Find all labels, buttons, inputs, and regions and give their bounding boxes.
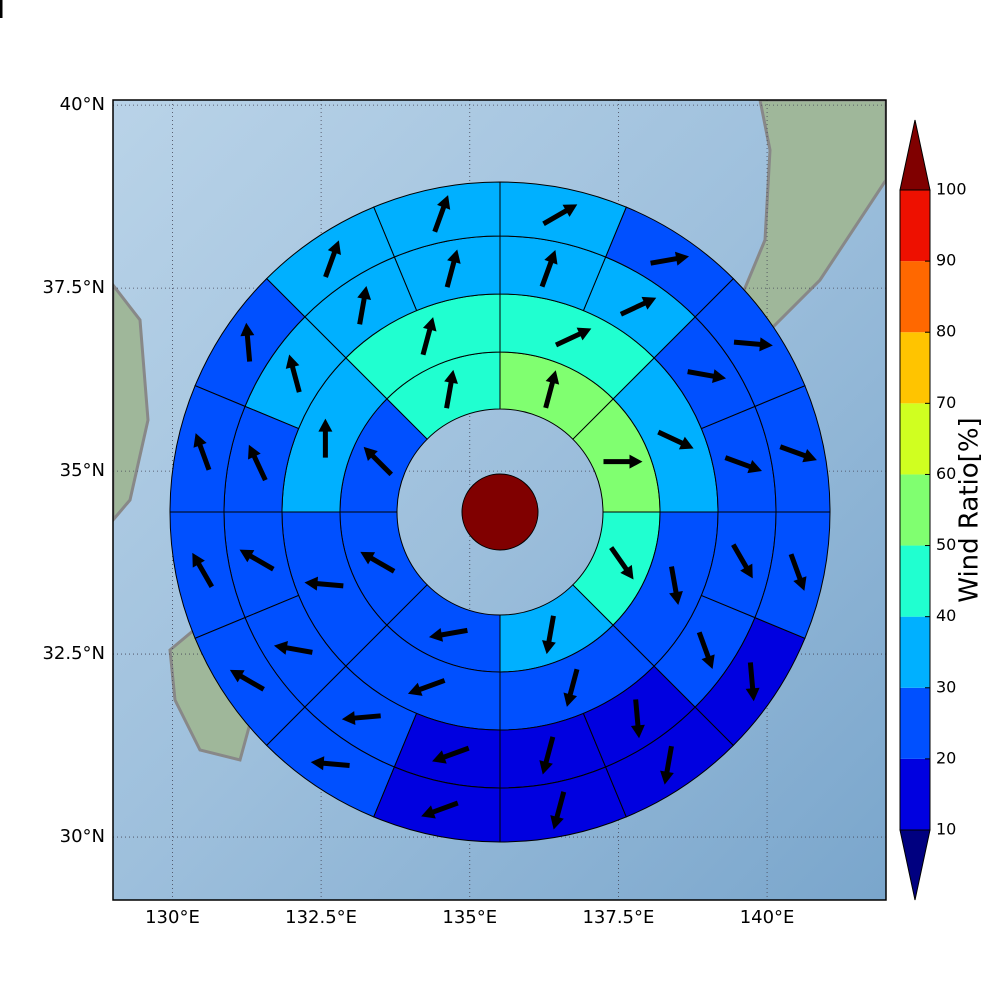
- y-tick-label: 35°N: [60, 460, 105, 481]
- wind-arrow: [563, 668, 580, 707]
- wind-arrow: [192, 552, 214, 588]
- wind-arrow: [619, 296, 657, 317]
- colorbar-tick-label: 70: [936, 393, 956, 412]
- wind-arrow: [733, 337, 773, 352]
- land: [113, 282, 150, 523]
- colorbar-bin: [900, 332, 930, 404]
- plot: [0, 0, 886, 900]
- wind-arrow: [285, 354, 302, 393]
- wind-arrow: [229, 669, 265, 692]
- wind-arrow: [432, 195, 451, 233]
- wind-arrow: [603, 454, 643, 469]
- wind-arrow: [363, 446, 394, 477]
- wind-arrow: [310, 756, 350, 771]
- wind-arrow: [239, 549, 275, 572]
- colorbar-bin: [900, 261, 930, 333]
- wind-arrow: [660, 745, 674, 785]
- wind-arrow: [420, 317, 437, 356]
- ratio-cell: [754, 511, 831, 639]
- wind-arrow: [0, 0, 3, 18]
- wind-arrow: [724, 455, 762, 474]
- wind-arrow: [428, 627, 468, 642]
- y-tick-label: 32.5°N: [42, 643, 105, 664]
- wind-arrow: [407, 678, 446, 696]
- wind-arrow: [304, 576, 344, 591]
- colorbar-frame: [899, 189, 931, 831]
- colorbar-tick-label: 90: [936, 251, 956, 270]
- colorbar-under: [899, 829, 931, 901]
- wind-arrow: [193, 433, 212, 471]
- colorbar-bin: [900, 687, 930, 759]
- wind-arrow: [609, 546, 634, 580]
- wind-arrow: [779, 444, 817, 463]
- y-tick-label: 30°N: [60, 826, 105, 847]
- colorbar-tick-label: 100: [936, 180, 967, 199]
- wind-arrow: [318, 418, 333, 458]
- wind-arrow: [543, 370, 560, 409]
- colorbar-over: [899, 119, 931, 191]
- wind-arrow: [696, 631, 715, 669]
- wind-arrow: [539, 736, 556, 775]
- wind-arrow: [421, 800, 459, 819]
- colorbar-bin: [900, 474, 930, 546]
- wind-arrow: [542, 615, 556, 655]
- wind-arrow: [731, 543, 753, 579]
- y-tick-label: 37.5°N: [42, 277, 105, 298]
- wind-arrow: [542, 204, 578, 226]
- x-tick-label: 135°E: [442, 907, 497, 928]
- x-tick-label: 130°E: [145, 907, 200, 928]
- wind-arrow: [687, 369, 727, 384]
- x-tick-label: 132.5°E: [285, 907, 357, 928]
- colorbar-bin: [900, 403, 930, 475]
- x-tick-label: 140°E: [740, 907, 795, 928]
- x-tick-label: 137.5°E: [582, 907, 654, 928]
- wind-arrow: [657, 429, 694, 450]
- colorbar-tick-label: 20: [936, 748, 956, 767]
- wind-arrow: [357, 285, 372, 325]
- axes-frame: [112, 99, 887, 901]
- wind-arrow: [444, 249, 461, 288]
- wind-arrow: [554, 327, 592, 348]
- colorbar-bin: [900, 616, 930, 688]
- colorbar-bin: [900, 190, 930, 262]
- colorbar-bin: [900, 545, 930, 617]
- wind-arrow: [788, 553, 807, 591]
- wind-arrow: [273, 640, 313, 655]
- colorbar-bin: [900, 758, 930, 830]
- colorbar-tick-label: 60: [936, 464, 956, 483]
- wind-arrow: [650, 251, 690, 266]
- colorbar-label: Wind Ratio[%]: [955, 417, 985, 602]
- wind-arrow: [745, 662, 760, 702]
- colorbar-tick-label: 80: [936, 322, 956, 341]
- y-tick-label: 40°N: [60, 94, 105, 115]
- wind-arrow: [550, 791, 567, 830]
- wind-arrow: [432, 745, 470, 764]
- colorbar-tick-label: 50: [936, 535, 956, 554]
- wind-arrow: [630, 699, 645, 739]
- wind-arrow: [669, 566, 683, 606]
- wind-arrow: [248, 444, 268, 482]
- wind-arrow: [240, 322, 255, 362]
- colorbar-tick-label: 10: [936, 820, 956, 839]
- wind-arrow: [360, 551, 396, 574]
- colorbar-tick-label: 30: [936, 677, 956, 696]
- wind-arrow: [341, 711, 381, 726]
- colorbar-tick-label: 40: [936, 606, 956, 625]
- wind-arrow: [539, 250, 558, 288]
- wind-arrow: [323, 240, 341, 278]
- wind-arrow: [444, 369, 458, 409]
- center-cell: [461, 473, 539, 551]
